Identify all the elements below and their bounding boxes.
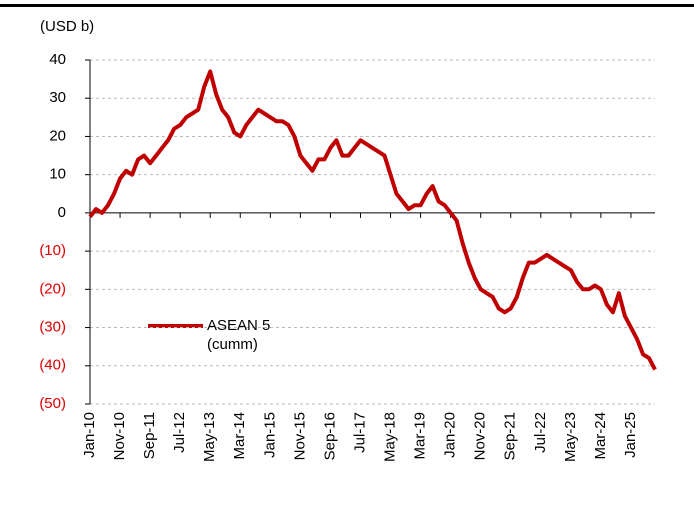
x-tick-label: Jan-25 (622, 412, 639, 458)
x-tick-label: Jan-15 (261, 412, 278, 458)
x-tick-label: Jan-10 (81, 412, 98, 458)
x-tick-label: Mar-24 (592, 412, 609, 460)
y-tick-label: 30 (49, 89, 66, 106)
y-tick-label: (30) (39, 319, 66, 336)
x-tick-label: Jul-22 (532, 412, 549, 453)
x-tick-label: Nov-10 (111, 412, 128, 460)
y-tick-label: 20 (49, 127, 66, 144)
y-tick-label: 0 (58, 204, 66, 221)
x-tick-label: Sep-11 (141, 412, 158, 459)
x-tick-label: Jan-20 (442, 412, 459, 458)
top-rule (0, 4, 694, 7)
x-tick-label: Sep-21 (502, 412, 519, 460)
x-tick-label: Jul-12 (171, 412, 188, 453)
y-tick-label: (50) (39, 395, 66, 412)
y-tick-label: (40) (39, 357, 66, 374)
legend-label: ASEAN 5 (cumm) (207, 317, 271, 353)
y-tick-label: (10) (39, 242, 66, 259)
x-tick-label: Jul-17 (351, 412, 368, 453)
series-line (88, 69, 657, 371)
x-tick-label: Sep-16 (321, 412, 338, 460)
y-tick-label: (20) (39, 280, 66, 297)
y-axis-label: (USD b) (40, 18, 94, 35)
x-tick-label: May-18 (382, 412, 399, 462)
x-tick-label: Mar-14 (231, 412, 248, 460)
x-tick-label: May-23 (562, 412, 579, 462)
x-tick-label: Mar-19 (412, 412, 429, 460)
y-tick-label: 40 (49, 51, 66, 68)
y-tick-label: 10 (49, 166, 66, 183)
x-tick-label: Nov-15 (291, 412, 308, 460)
x-tick-label: Nov-20 (472, 412, 489, 460)
x-tick-label: May-13 (201, 412, 218, 462)
